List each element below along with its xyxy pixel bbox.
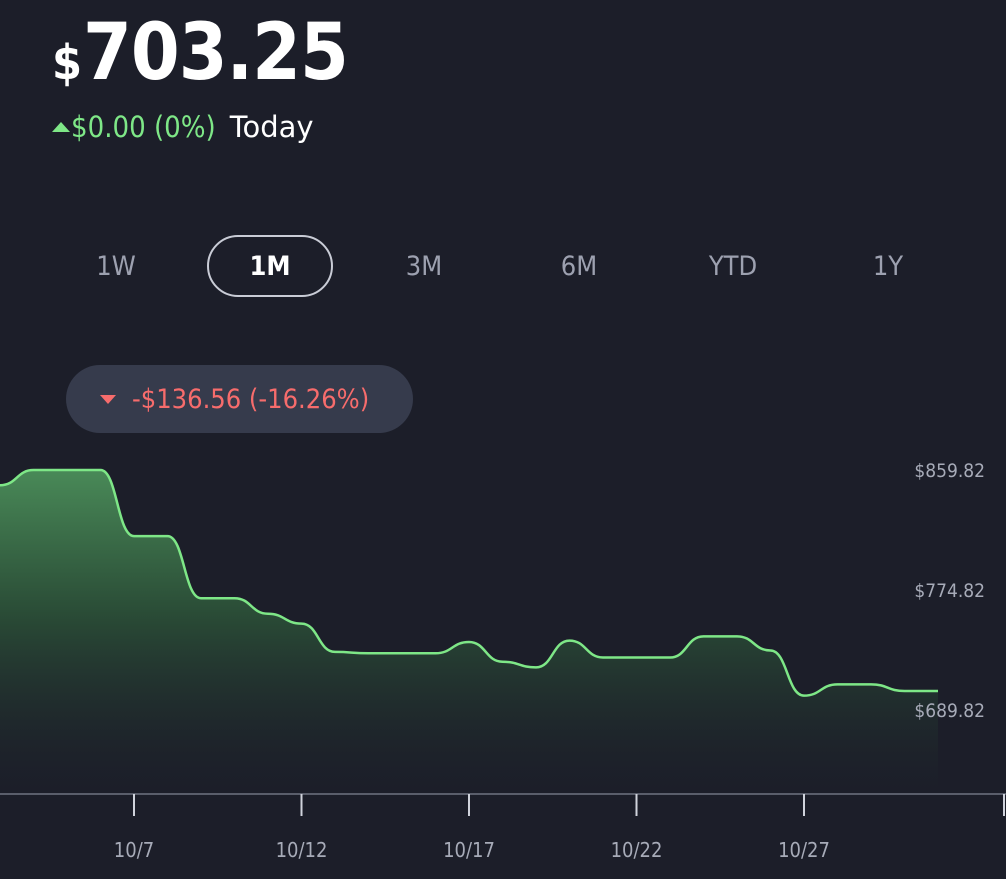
x-tick-label: 10/27 [778, 838, 830, 862]
chart-area [0, 470, 938, 794]
range-tab-6m[interactable]: 6M [560, 250, 598, 282]
y-tick-label: $689.82 [914, 700, 985, 722]
range-tab-3m[interactable]: 3M [405, 250, 443, 282]
chart-line [0, 468, 938, 697]
x-tick-label: 10/17 [443, 838, 495, 862]
currency-symbol: $ [52, 35, 82, 91]
price-amount: 703.25 [83, 8, 349, 98]
x-tick-label: 10/7 [114, 838, 154, 862]
price-chart: 10/7 10/12 10/17 10/22 10/27 $859.82 $774.82 $… [0, 460, 1006, 862]
today-change: $0.00 (0%) Today [52, 110, 314, 144]
range-tab-1w[interactable]: 1W [96, 250, 136, 282]
range-selector: 1W 1M 3M 6M YTD 1Y [0, 235, 1006, 297]
period-change-pill: -$136.56 (-16.26%) [66, 365, 413, 433]
today-change-label: Today [229, 110, 314, 144]
range-tab-ytd[interactable]: YTD [708, 250, 758, 282]
y-tick-label: $774.82 [914, 580, 985, 602]
triangle-down-icon [100, 394, 116, 404]
today-change-value: $0.00 (0%) [71, 110, 216, 144]
period-change-value: -$136.56 (-16.26%) [132, 383, 370, 415]
y-tick-label: $859.82 [914, 460, 985, 482]
portfolio-value: $ 703.25 [52, 8, 349, 98]
x-tick-label: 10/12 [276, 838, 328, 862]
range-tab-1y[interactable]: 1Y [872, 250, 904, 282]
x-tick-label: 10/22 [611, 838, 663, 862]
triangle-up-icon [52, 122, 70, 132]
range-tab-1m[interactable]: 1M [207, 235, 333, 297]
